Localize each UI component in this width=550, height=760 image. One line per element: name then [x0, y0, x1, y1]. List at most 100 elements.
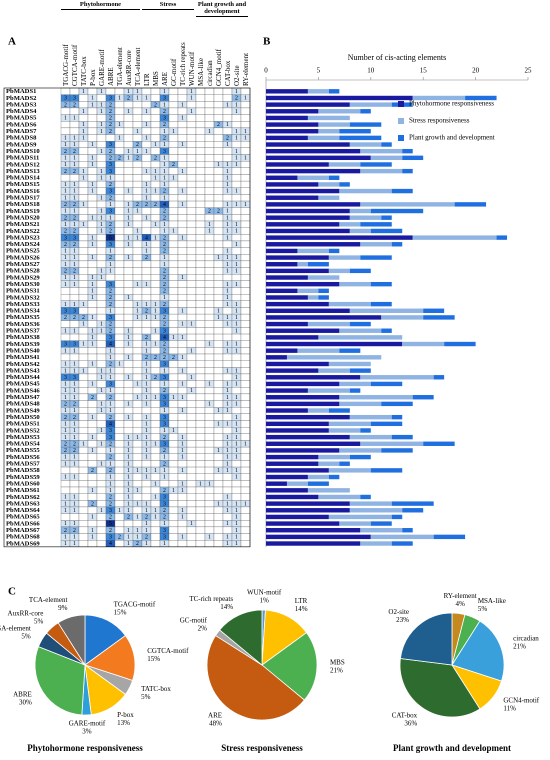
cell-value: 2 [64, 402, 67, 408]
empty-cell [114, 300, 125, 308]
cell-value: 1 [145, 96, 148, 102]
cell-value: 1 [190, 109, 193, 115]
cell-value: 1 [100, 149, 103, 155]
empty-cell [87, 307, 98, 315]
empty-cell [114, 340, 125, 348]
empty-cell [213, 154, 224, 162]
cell-value: 2 [145, 308, 148, 314]
cell-value: 1 [100, 428, 103, 434]
empty-cell [114, 460, 125, 468]
empty-cell [132, 121, 143, 129]
cell-value: 2 [82, 315, 85, 321]
empty-cell [222, 426, 233, 434]
cell-value: 2 [109, 302, 112, 308]
gene-name: PbMADS25 [6, 248, 40, 255]
empty-cell [78, 327, 89, 335]
bar-segment [266, 135, 308, 141]
empty-cell [213, 234, 224, 242]
slice-value: 30% [19, 698, 32, 706]
cell-value: 1 [172, 395, 175, 401]
empty-cell [150, 287, 161, 295]
empty-cell [168, 87, 179, 95]
cell-value: 2 [163, 282, 166, 288]
empty-cell [78, 407, 89, 415]
cell-value: 1 [100, 209, 103, 215]
empty-cell [132, 333, 143, 341]
bar-segment [370, 421, 403, 427]
empty-cell [69, 87, 80, 95]
empty-cell [132, 480, 143, 488]
cell-value: 2 [163, 249, 166, 255]
bar-segment [370, 301, 392, 307]
empty-cell [150, 280, 161, 288]
empty-cell [213, 274, 224, 282]
cell-value: 1 [91, 189, 94, 195]
empty-cell [186, 187, 197, 195]
empty-cell [186, 254, 197, 262]
empty-cell [150, 214, 161, 222]
slice-label: ABRE [13, 690, 32, 698]
empty-cell [141, 174, 152, 182]
empty-cell [168, 347, 179, 355]
cell-value: 2 [73, 102, 76, 108]
bar-segment [381, 448, 413, 453]
empty-cell [132, 360, 143, 368]
cell-value: 1 [163, 175, 166, 181]
empty-cell [168, 134, 179, 142]
cell-value: 2 [109, 102, 112, 108]
cell-value: 1 [73, 136, 76, 142]
empty-cell [87, 506, 98, 514]
empty-cell [168, 320, 179, 328]
empty-cell [177, 180, 188, 188]
empty-cell [177, 413, 188, 421]
cell-value: 1 [100, 441, 103, 447]
cell-value: 3 [109, 315, 112, 321]
empty-cell [240, 433, 251, 441]
empty-cell [132, 101, 143, 109]
cell-value: 1 [154, 481, 157, 487]
bar-segment [412, 395, 434, 400]
empty-cell [132, 320, 143, 328]
cell-value: 1 [136, 315, 139, 321]
cell-value: 1 [127, 222, 130, 228]
cell-value: 1 [199, 481, 202, 487]
cell-value: 2 [73, 528, 76, 534]
empty-cell [204, 526, 215, 534]
cell-value: 1 [235, 136, 238, 142]
empty-cell [186, 154, 197, 162]
empty-cell [78, 433, 89, 441]
x-tick-label: 20 [472, 67, 480, 75]
empty-cell [123, 393, 134, 401]
empty-cell [78, 347, 89, 355]
bar-segment [370, 281, 392, 287]
slice-value: 23% [396, 616, 409, 624]
empty-cell [87, 127, 98, 135]
empty-cell [204, 493, 215, 501]
cell-value: 1 [73, 116, 76, 122]
empty-cell [204, 466, 215, 474]
empty-cell [213, 167, 224, 175]
x-tick-label: 5 [317, 67, 321, 75]
gene-name: PbMADS8 [6, 135, 37, 142]
cell-value: 1 [163, 229, 166, 235]
empty-cell [177, 300, 188, 308]
column-header: TC-rich repeats [179, 42, 187, 86]
bar-segment [307, 481, 329, 486]
cell-value: 2 [145, 535, 148, 541]
bar-segment [266, 468, 329, 473]
empty-cell [213, 101, 224, 109]
cell-value: 1 [235, 315, 238, 321]
cell-value: 1 [136, 395, 139, 401]
empty-cell [168, 234, 179, 242]
cell-value: 2 [109, 468, 112, 474]
empty-cell [141, 267, 152, 275]
empty-cell [177, 540, 188, 548]
cell-value: 1 [145, 189, 148, 195]
cell-value: 1 [172, 428, 175, 434]
empty-cell [204, 440, 215, 448]
empty-cell [132, 267, 143, 275]
empty-cell [204, 353, 215, 361]
empty-cell [195, 526, 206, 534]
empty-cell [150, 160, 161, 168]
empty-cell [123, 420, 134, 428]
